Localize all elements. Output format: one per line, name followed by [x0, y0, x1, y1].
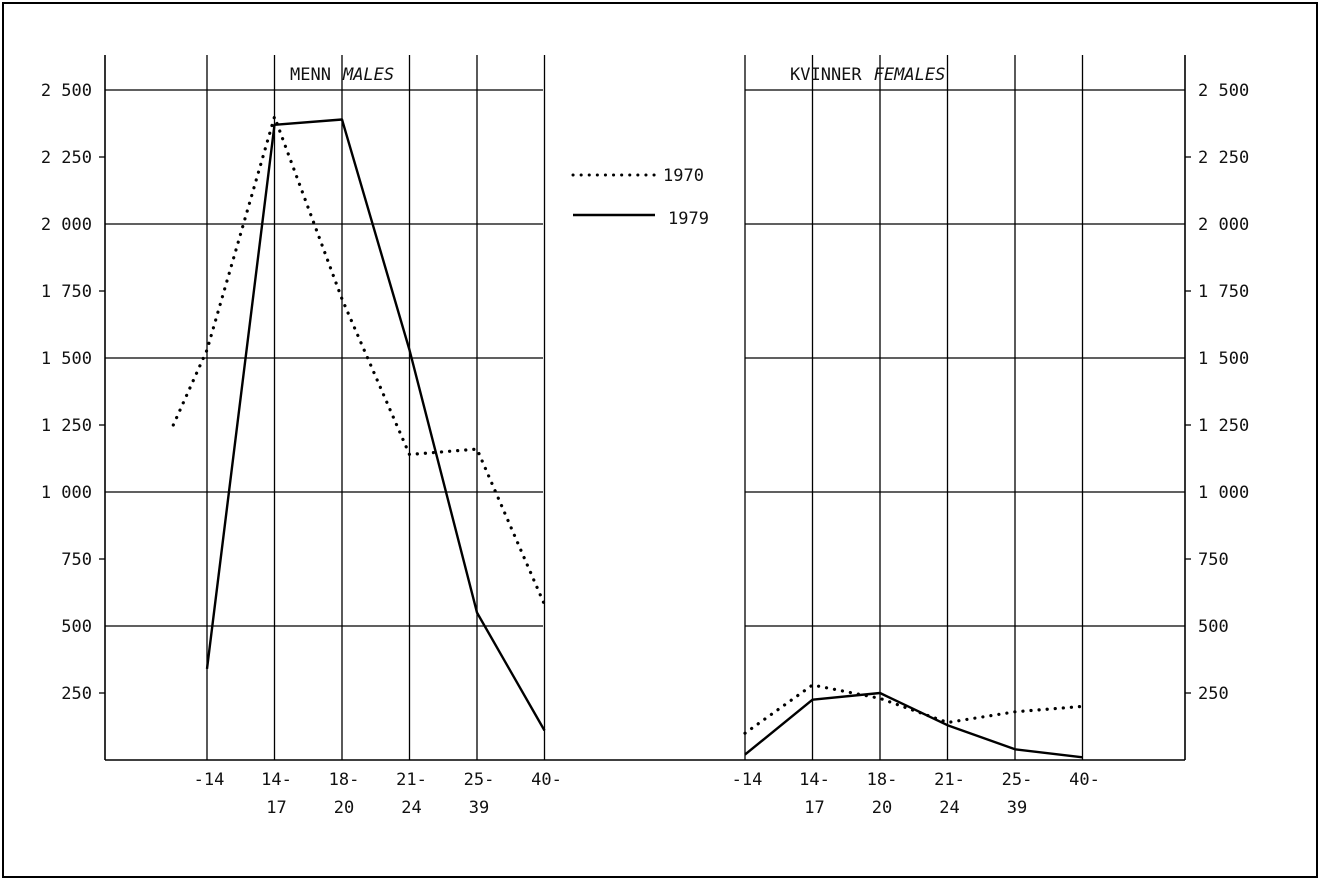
y-tick-label-right: 2 250	[1198, 148, 1249, 168]
y-axis-left: 250 500 750 1 000 1 250 1 500 1 750 2 000 2 250 2…	[41, 81, 92, 704]
x-tick-label: 39	[1007, 798, 1027, 818]
series-1970-males	[171, 111, 547, 607]
y-tick-label-left: 2 250	[41, 148, 92, 168]
x-tick-label: 39	[469, 798, 489, 818]
y-tick-label-left: 750	[61, 550, 92, 570]
y-tick-label-left: 500	[61, 617, 92, 637]
panel-females: KVINNER FEMALES	[790, 65, 945, 85]
x-tick-label: 18-	[867, 770, 898, 790]
x-tick-label: 17	[266, 798, 286, 818]
series-layer	[171, 111, 1085, 759]
x-tick-label: 21-	[934, 770, 965, 790]
y-tick-label-right: 1 500	[1198, 349, 1249, 369]
y-tick-label-right: 1 250	[1198, 416, 1249, 436]
y-tick-label-left: 250	[61, 684, 92, 704]
x-tick-label: 40-	[531, 770, 562, 790]
x-tick-label: 24	[401, 798, 421, 818]
x-tick-label: -14	[732, 770, 763, 790]
series-1979-males	[205, 118, 546, 732]
x-axis-labels: -14 14- 17 18- 20 21- 24 25- 39 40- -14 14- 17 18- 20 2…	[194, 770, 1100, 818]
y-tick-label-left: 2 000	[41, 215, 92, 235]
panel-males: MENN MALES	[290, 65, 394, 85]
y-tick-label-left: 1 250	[41, 416, 92, 436]
x-tick-label: 17	[804, 798, 824, 818]
y-tick-label-left: 1 750	[41, 282, 92, 302]
series-1970-females	[743, 683, 1085, 735]
y-tick-label-right: 1 750	[1198, 282, 1249, 302]
x-tick-label: 20	[872, 798, 892, 818]
y-tick-label-right: 2 000	[1198, 215, 1249, 235]
y-tick-label-left: 1 000	[41, 483, 92, 503]
x-tick-label: 20	[334, 798, 354, 818]
x-tick-label: 40-	[1069, 770, 1100, 790]
panel-title-females: KVINNER FEMALES	[790, 65, 945, 85]
y-tick-label-left: 1 500	[41, 349, 92, 369]
legend-label-1970: 1970	[663, 166, 704, 186]
panel-title-males: MENN MALES	[290, 65, 394, 85]
y-tick-label-left: 2 500	[41, 81, 92, 101]
x-tick-label: 14-	[261, 770, 292, 790]
legend-label-1979: 1979	[668, 209, 709, 229]
x-tick-label: 24	[939, 798, 959, 818]
x-tick-label: 25-	[464, 770, 495, 790]
x-tick-label: 14-	[799, 770, 830, 790]
x-tick-label: 25-	[1002, 770, 1033, 790]
x-tick-label: 18-	[329, 770, 360, 790]
legend: 1970 1979	[571, 166, 709, 229]
x-tick-label: -14	[194, 770, 225, 790]
y-tick-label-right: 500	[1198, 617, 1229, 637]
y-axis-right: 250 500 750 1 000 1 250 1 500 1 750 2 000 2 250 2…	[1198, 81, 1249, 704]
grid-layer	[99, 55, 1191, 761]
y-tick-label-right: 250	[1198, 684, 1229, 704]
y-tick-label-right: 750	[1198, 550, 1229, 570]
y-tick-label-right: 2 500	[1198, 81, 1249, 101]
series-1979-females	[744, 691, 1083, 759]
x-tick-label: 21-	[396, 770, 427, 790]
y-tick-label-right: 1 000	[1198, 483, 1249, 503]
